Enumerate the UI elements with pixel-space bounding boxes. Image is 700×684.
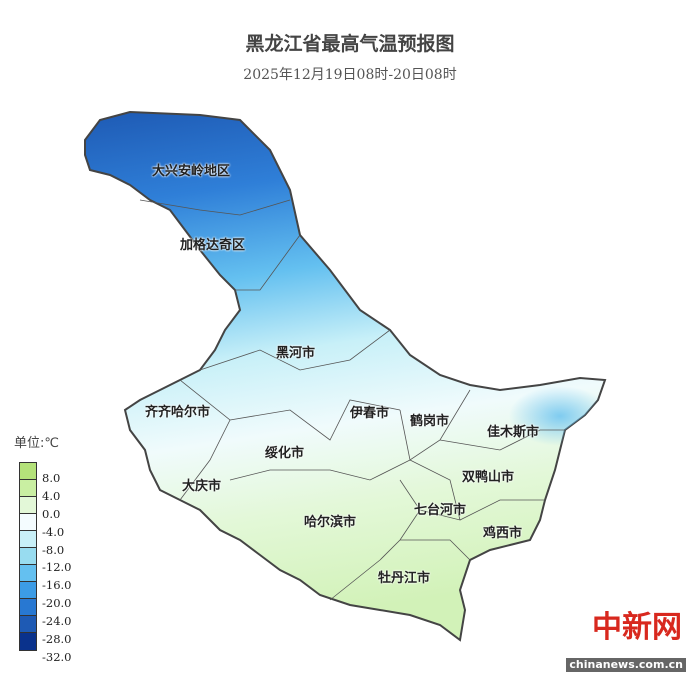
- region-label: 齐齐哈尔市: [145, 405, 211, 420]
- watermark-logo: 中新网: [592, 610, 682, 645]
- region-label: 大兴安岭地区: [152, 164, 231, 179]
- heilongjiang-outline: [84, 110, 607, 642]
- region-label: 牡丹江市: [378, 571, 431, 586]
- legend-tick: -28.0: [42, 632, 72, 647]
- region-label: 鹤岗市: [410, 414, 450, 429]
- region-label: 双鸭山市: [462, 470, 515, 485]
- legend-swatch: [20, 480, 36, 497]
- region-label: 哈尔滨市: [304, 515, 357, 530]
- region-label: 鸡西市: [483, 526, 523, 541]
- map-subtitle: 2025年12月19日08时-20日08时: [243, 67, 457, 83]
- region-label: 佳木斯市: [487, 425, 540, 440]
- legend-swatch: [20, 599, 36, 616]
- legend-swatch: [20, 514, 36, 531]
- legend-tick: -24.0: [42, 614, 72, 629]
- northeast-cold-area: [400, 350, 605, 470]
- region-label: 七台河市: [414, 503, 467, 518]
- legend-tick: -16.0: [42, 578, 72, 593]
- legend-swatch: [20, 582, 36, 599]
- region-label: 加格达奇区: [180, 238, 246, 253]
- legend-swatch: [20, 497, 36, 514]
- legend-tick: 4.0: [42, 488, 61, 503]
- color-legend: [19, 462, 37, 651]
- legend-ticks: 8.0 4.0 0.0 -4.0 -8.0 -12.0 -16.0 -20.0 -24.0 -28…: [42, 470, 72, 667]
- legend-swatch: [20, 463, 36, 480]
- legend-tick: -4.0: [42, 524, 65, 539]
- region-label: 伊春市: [350, 406, 390, 421]
- watermark-site: chinanews.com.cn: [566, 658, 686, 672]
- region-label: 大庆市: [182, 479, 222, 494]
- city-boundaries: [139, 199, 565, 601]
- legend-tick: -32.0: [42, 649, 72, 664]
- legend-tick: 0.0: [42, 506, 61, 521]
- legend-tick: 8.0: [42, 471, 61, 485]
- legend-tick: -8.0: [42, 542, 65, 557]
- map-title: 黑龙江省最高气温预报图: [245, 33, 455, 55]
- legend-tick: -12.0: [42, 560, 72, 575]
- region-label: 绥化市: [265, 446, 305, 461]
- legend-swatch: [20, 565, 36, 582]
- legend-unit: 单位:℃: [14, 436, 59, 451]
- legend-swatch: [20, 548, 36, 565]
- legend-swatch: [20, 633, 36, 650]
- legend-tick: -20.0: [42, 596, 72, 611]
- legend-swatch: [20, 616, 36, 633]
- region-label: 黑河市: [276, 346, 316, 361]
- legend-swatch: [20, 531, 36, 548]
